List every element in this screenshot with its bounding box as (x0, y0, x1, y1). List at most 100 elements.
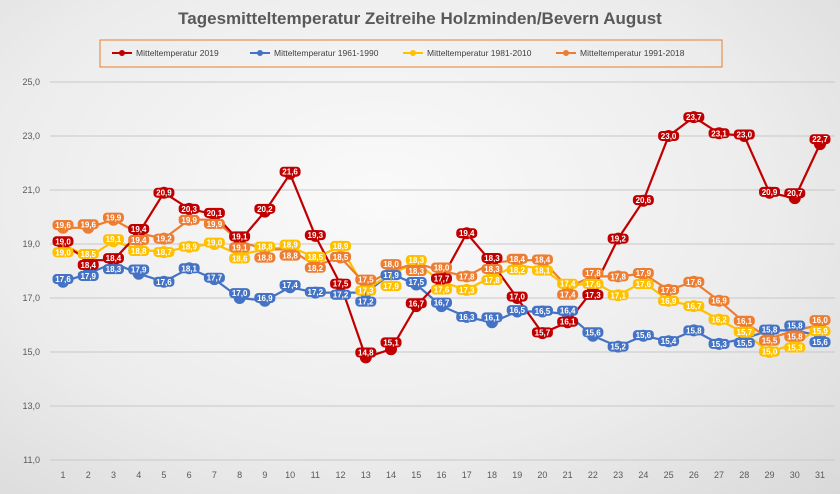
data-label-group: 20,2 (254, 203, 276, 214)
data-label: 15,6 (812, 338, 828, 347)
data-label-group: 23,0 (733, 129, 755, 140)
data-label-group: 15,5 (759, 335, 781, 346)
data-label-bg (809, 326, 831, 337)
data-label: 15,2 (610, 343, 626, 352)
data-label-group: 17,6 (582, 278, 604, 289)
data-label-bg (759, 335, 781, 346)
data-label-group: 18,0 (380, 259, 402, 271)
data-label-group: 17,3 (355, 285, 377, 296)
x-axis: 1 2 3 4 5 6 7 8 9 10 11 12 13 14 15 16 17 18 19 20 21 22 23 24 2… (60, 470, 825, 480)
data-label: 18,4 (509, 255, 525, 264)
y-axis: 11,0 13,0 15,0 17,0 19,0 21,0 23,0 25,0 (22, 77, 40, 465)
data-label-group: 19,4 (456, 228, 478, 239)
data-label-group: 17,9 (380, 273, 402, 292)
data-label-group: 15,7 (531, 327, 553, 338)
data-label: 19,4 (459, 229, 475, 238)
data-label: 17,2 (308, 288, 324, 297)
x-tick-label: 11 (311, 470, 320, 480)
data-label-bg (557, 316, 579, 327)
data-label-bg (355, 347, 377, 358)
data-label-bg (582, 267, 604, 278)
x-tick-label: 17 (462, 470, 472, 480)
data-label-group: 16,1 (481, 312, 503, 323)
data-label-bg (102, 253, 124, 264)
data-label-bg (557, 278, 579, 289)
data-label-bg (607, 233, 629, 244)
data-label-bg (279, 280, 301, 291)
data-label-bg (506, 291, 528, 302)
data-label: 16,0 (812, 316, 828, 325)
data-label-group: 18,8 (254, 241, 276, 252)
data-label-group: 19,9 (102, 212, 124, 223)
data-label-bg (153, 276, 175, 287)
data-label-bg (456, 271, 478, 282)
data-label: 17,1 (610, 291, 626, 300)
data-label-group: 16,1 (733, 315, 755, 326)
data-label-group: 17,5 (405, 277, 427, 288)
x-tick-label: 3 (111, 470, 116, 480)
x-tick-label: 28 (739, 470, 749, 480)
data-label-group: 19,6 (77, 219, 99, 230)
data-label-group: 18,1 (531, 265, 553, 276)
data-label-group: 17,5 (330, 278, 352, 289)
data-label-bg (304, 251, 326, 262)
data-label-group: 18,8 (128, 246, 150, 256)
data-label: 20,6 (636, 196, 652, 205)
x-tick-label: 8 (237, 470, 242, 480)
data-label: 17,8 (459, 272, 475, 281)
x-tick-label: 13 (361, 470, 371, 480)
data-label-bg (405, 255, 427, 266)
data-label-bg (456, 311, 478, 322)
data-label-group: 19,6 (52, 220, 74, 231)
data-label-group: 15,5 (733, 337, 755, 348)
data-label-group: 18,3 (405, 255, 427, 266)
data-label-group: 17,4 (557, 278, 579, 289)
x-tick-label: 12 (336, 470, 346, 480)
data-label-group: 18,4 (506, 253, 528, 264)
data-label-bg (506, 264, 528, 275)
data-label: 16,5 (535, 307, 551, 316)
data-label: 18,5 (308, 253, 324, 262)
data-label-bg (431, 262, 452, 273)
legend-marker (563, 50, 569, 56)
data-label-group: 17,2 (304, 286, 326, 297)
data-label-bg (254, 252, 276, 263)
data-label: 18,1 (535, 266, 551, 275)
data-label-group: 17,1 (607, 290, 629, 301)
data-label-group: 20,9 (759, 186, 781, 197)
data-label-group: 18,3 (405, 262, 427, 277)
data-label-bg (683, 325, 705, 336)
data-label: 15,5 (737, 339, 753, 348)
data-label-group: 19,1 (229, 231, 251, 242)
data-label-group: 16,2 (708, 314, 730, 325)
data-label-bg (759, 186, 781, 197)
data-label-bg (128, 264, 150, 275)
legend-item: Mitteltemperatur 2019 (112, 48, 219, 58)
data-label: 15,9 (812, 327, 828, 336)
data-label-group: 17,6 (153, 276, 175, 287)
data-label: 17,7 (434, 274, 450, 283)
data-label-bg (229, 288, 251, 299)
data-label-group: 16,1 (557, 316, 579, 327)
data-label-bg (153, 233, 175, 244)
data-label: 18,4 (80, 261, 96, 270)
x-tick-label: 27 (714, 470, 724, 480)
data-label-group: 17,9 (77, 270, 99, 281)
data-label: 18,8 (257, 254, 273, 263)
data-label-bg (203, 218, 225, 229)
data-label-bg (153, 247, 175, 258)
data-label-group: 16,7 (431, 297, 452, 308)
chart-title: Tagesmitteltemperatur Zeitreihe Holzmind… (178, 9, 662, 28)
data-label-bg (254, 203, 276, 214)
data-label: 23,1 (711, 129, 727, 138)
data-label-bg (203, 237, 225, 248)
data-label-bg (304, 286, 326, 297)
data-label: 19,2 (610, 235, 626, 244)
data-label-bg (531, 327, 553, 338)
y-tick-label: 15,0 (22, 347, 40, 357)
data-label: 17,2 (333, 291, 349, 300)
x-tick-label: 2 (86, 470, 91, 480)
data-label: 18,9 (333, 242, 349, 251)
data-label: 17,9 (131, 266, 147, 275)
data-label: 15,8 (787, 333, 803, 342)
